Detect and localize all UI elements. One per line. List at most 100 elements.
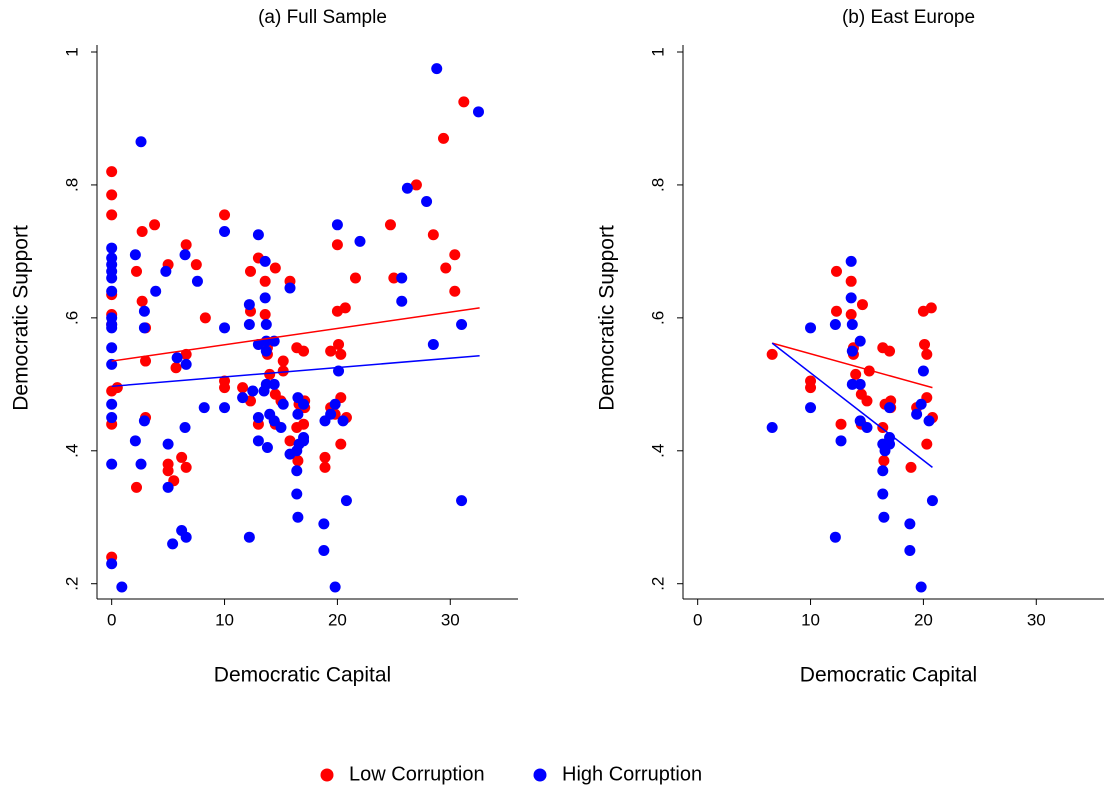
point	[884, 438, 896, 450]
point	[260, 345, 272, 357]
fit-line	[771, 342, 933, 389]
point	[925, 302, 937, 314]
point	[917, 365, 929, 377]
point	[106, 458, 118, 470]
point	[845, 255, 857, 267]
point	[846, 345, 858, 357]
point	[135, 458, 147, 470]
point	[854, 335, 866, 347]
point	[259, 309, 271, 321]
panel-title: (a) Full Sample	[258, 7, 387, 28]
point	[410, 179, 422, 191]
point	[298, 398, 310, 410]
point	[319, 451, 331, 463]
y-tick-label: .6	[648, 311, 667, 325]
point	[292, 455, 304, 467]
fit-line	[771, 342, 933, 468]
point	[106, 209, 118, 221]
y-tick-label: .4	[62, 444, 81, 458]
point	[396, 272, 408, 284]
x-tick-label: 10	[801, 610, 820, 629]
point	[298, 345, 310, 357]
point	[861, 395, 873, 407]
point	[260, 378, 272, 390]
point	[845, 292, 857, 304]
point	[421, 196, 433, 208]
point	[138, 305, 150, 317]
point	[349, 272, 361, 284]
point	[179, 249, 191, 261]
point	[237, 392, 249, 404]
point	[129, 435, 141, 447]
point	[167, 538, 179, 550]
point	[131, 265, 143, 277]
y-tick-label: .8	[62, 178, 81, 192]
point	[856, 299, 868, 311]
point	[106, 358, 118, 370]
point	[319, 461, 331, 473]
panel-title: (b) East Europe	[842, 7, 975, 28]
y-tick-label: .8	[648, 178, 667, 192]
point	[243, 319, 255, 331]
point	[268, 415, 280, 427]
point	[354, 235, 366, 247]
point	[923, 415, 935, 427]
point	[291, 465, 303, 477]
point	[846, 319, 858, 331]
point	[180, 239, 192, 251]
point	[252, 412, 264, 424]
point	[831, 305, 843, 317]
point	[291, 488, 303, 500]
point	[325, 345, 337, 357]
point	[129, 249, 141, 261]
legend-label: Low Corruption	[349, 763, 485, 785]
point	[160, 265, 172, 277]
point	[106, 398, 118, 410]
point	[805, 402, 817, 414]
point	[106, 242, 118, 254]
point	[878, 511, 890, 523]
point	[829, 319, 841, 331]
point	[292, 511, 304, 523]
fit-line	[111, 354, 480, 388]
point	[150, 285, 162, 297]
point	[877, 465, 889, 477]
point	[440, 262, 452, 274]
point	[877, 488, 889, 500]
point	[131, 481, 143, 493]
point	[284, 435, 296, 447]
point	[921, 438, 933, 450]
y-tick-label: .2	[648, 577, 667, 591]
x-tick-label: 10	[215, 610, 234, 629]
point	[829, 531, 841, 543]
point	[329, 581, 341, 593]
point	[921, 348, 933, 360]
point	[449, 249, 461, 261]
point	[252, 229, 264, 241]
point	[340, 495, 352, 507]
point	[456, 495, 468, 507]
point	[243, 299, 255, 311]
point	[878, 455, 890, 467]
point	[106, 166, 118, 178]
point	[245, 265, 257, 277]
point	[162, 481, 174, 493]
point	[331, 239, 343, 251]
point	[190, 259, 202, 271]
point	[252, 435, 264, 447]
legend-marker	[320, 768, 334, 782]
point	[259, 255, 271, 267]
point	[384, 219, 396, 231]
point	[176, 451, 188, 463]
point	[835, 418, 847, 430]
point	[275, 422, 287, 434]
point	[329, 398, 341, 410]
point	[259, 275, 271, 287]
point	[884, 345, 896, 357]
point	[318, 518, 330, 530]
point	[171, 352, 183, 364]
point	[179, 422, 191, 434]
x-tick-label: 0	[693, 610, 702, 629]
point	[850, 368, 862, 380]
